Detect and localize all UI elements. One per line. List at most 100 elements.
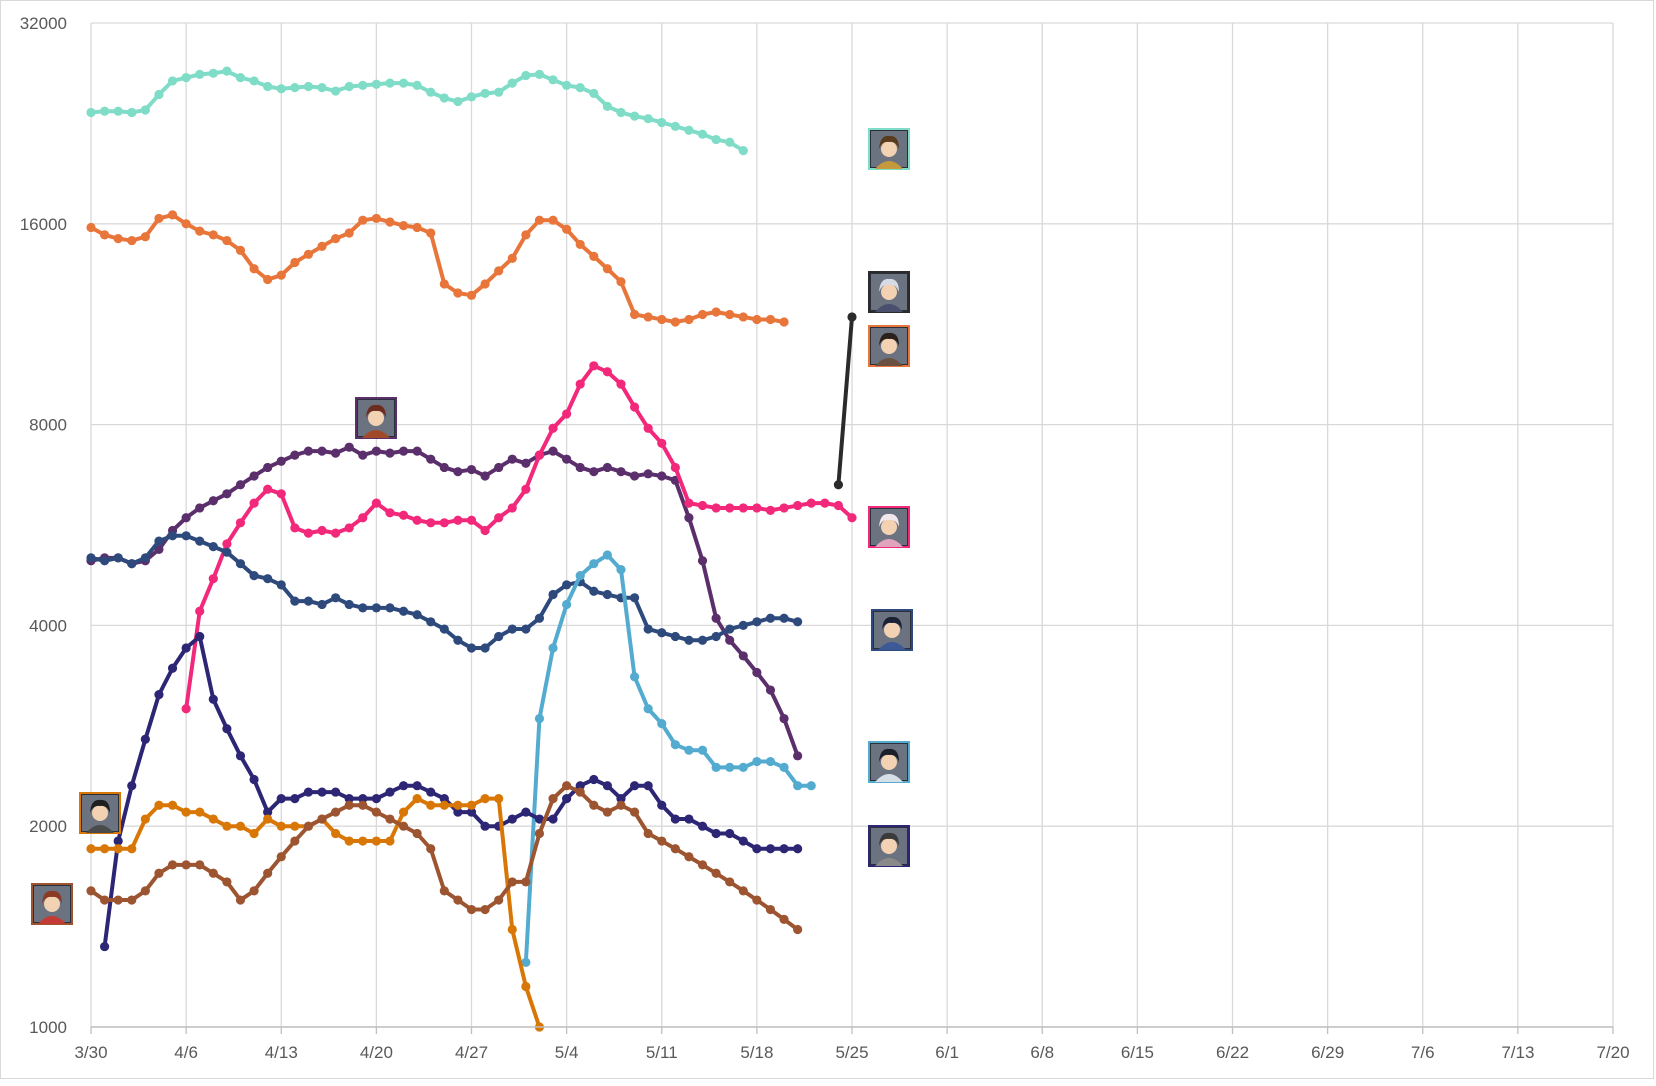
data-point (263, 868, 273, 878)
data-point (263, 574, 273, 584)
data-point (589, 774, 599, 785)
data-point (793, 781, 803, 791)
data-point (439, 279, 449, 289)
data-point (521, 957, 531, 967)
data-point (521, 458, 531, 468)
data-point (344, 599, 354, 610)
data-point (235, 895, 246, 905)
data-point (507, 253, 517, 263)
data-point (494, 87, 504, 97)
data-point (453, 807, 463, 817)
data-point (385, 836, 395, 846)
data-point (684, 852, 694, 862)
data-point (643, 114, 653, 124)
data-point (167, 860, 178, 870)
data-point (222, 539, 232, 549)
data-point (181, 531, 191, 541)
data-point (208, 496, 218, 506)
data-point (331, 807, 341, 817)
data-point (249, 498, 259, 508)
data-point (99, 106, 110, 116)
data-point (358, 793, 368, 804)
data-point (303, 249, 314, 259)
data-point (657, 800, 667, 810)
data-point (793, 617, 803, 627)
data-point (548, 423, 558, 433)
data-point (439, 793, 449, 804)
data-point (725, 877, 735, 887)
data-point (358, 450, 368, 460)
data-point (779, 503, 789, 513)
x-tick-label: 5/4 (555, 1043, 579, 1062)
data-point (752, 617, 762, 627)
y-tick-label: 1000 (29, 1018, 67, 1037)
data-point (738, 651, 748, 661)
data-point (548, 215, 558, 225)
data-point (711, 828, 721, 839)
data-point (697, 860, 708, 870)
data-point (331, 787, 341, 797)
data-point (670, 121, 680, 131)
data-point (684, 125, 694, 135)
data-point (466, 807, 477, 817)
data-point (629, 402, 640, 412)
data-point (439, 886, 449, 896)
data-point (480, 904, 490, 915)
data-point (99, 844, 110, 854)
data-point (276, 489, 286, 499)
data-point (670, 814, 680, 824)
data-point (249, 471, 259, 481)
data-point (534, 69, 545, 79)
data-point (290, 523, 300, 533)
data-point (140, 886, 150, 896)
data-point (494, 895, 504, 905)
data-point (670, 844, 680, 854)
data-point (344, 442, 354, 452)
data-point (738, 836, 748, 846)
data-point (466, 800, 477, 810)
data-point (562, 781, 572, 791)
data-point (480, 643, 490, 653)
series-warrior (86, 66, 748, 156)
data-point (426, 454, 436, 464)
data-point (426, 87, 436, 97)
data-point (344, 228, 354, 238)
data-point (548, 446, 558, 456)
data-point (290, 596, 300, 606)
data-point (494, 793, 504, 804)
data-point (521, 230, 531, 240)
warrior-avatar-icon (868, 128, 910, 170)
data-point (725, 624, 735, 634)
data-point (195, 503, 205, 513)
data-point (697, 635, 708, 645)
data-point (480, 793, 490, 804)
data-point (697, 129, 708, 139)
data-point (222, 66, 232, 76)
data-point (398, 78, 409, 88)
data-point (303, 81, 314, 92)
data-point (534, 450, 545, 460)
series-line (523, 553, 812, 963)
data-point (371, 498, 381, 508)
data-point (657, 471, 667, 481)
data-point (494, 631, 504, 642)
data-point (616, 793, 626, 804)
data-point (833, 480, 844, 490)
data-point (779, 762, 789, 773)
data-point (290, 793, 300, 804)
data-point (439, 800, 449, 810)
data-point (752, 314, 762, 325)
data-point (235, 559, 246, 569)
data-point (331, 86, 341, 96)
data-point (602, 781, 612, 791)
data-point (276, 270, 286, 280)
data-point (303, 446, 314, 456)
data-point (276, 84, 286, 94)
data-point (195, 860, 205, 870)
series-white-hair-glasses (181, 361, 857, 714)
data-point (725, 635, 735, 645)
series-lines (86, 66, 857, 1032)
data-point (602, 264, 612, 274)
data-point (684, 513, 694, 523)
